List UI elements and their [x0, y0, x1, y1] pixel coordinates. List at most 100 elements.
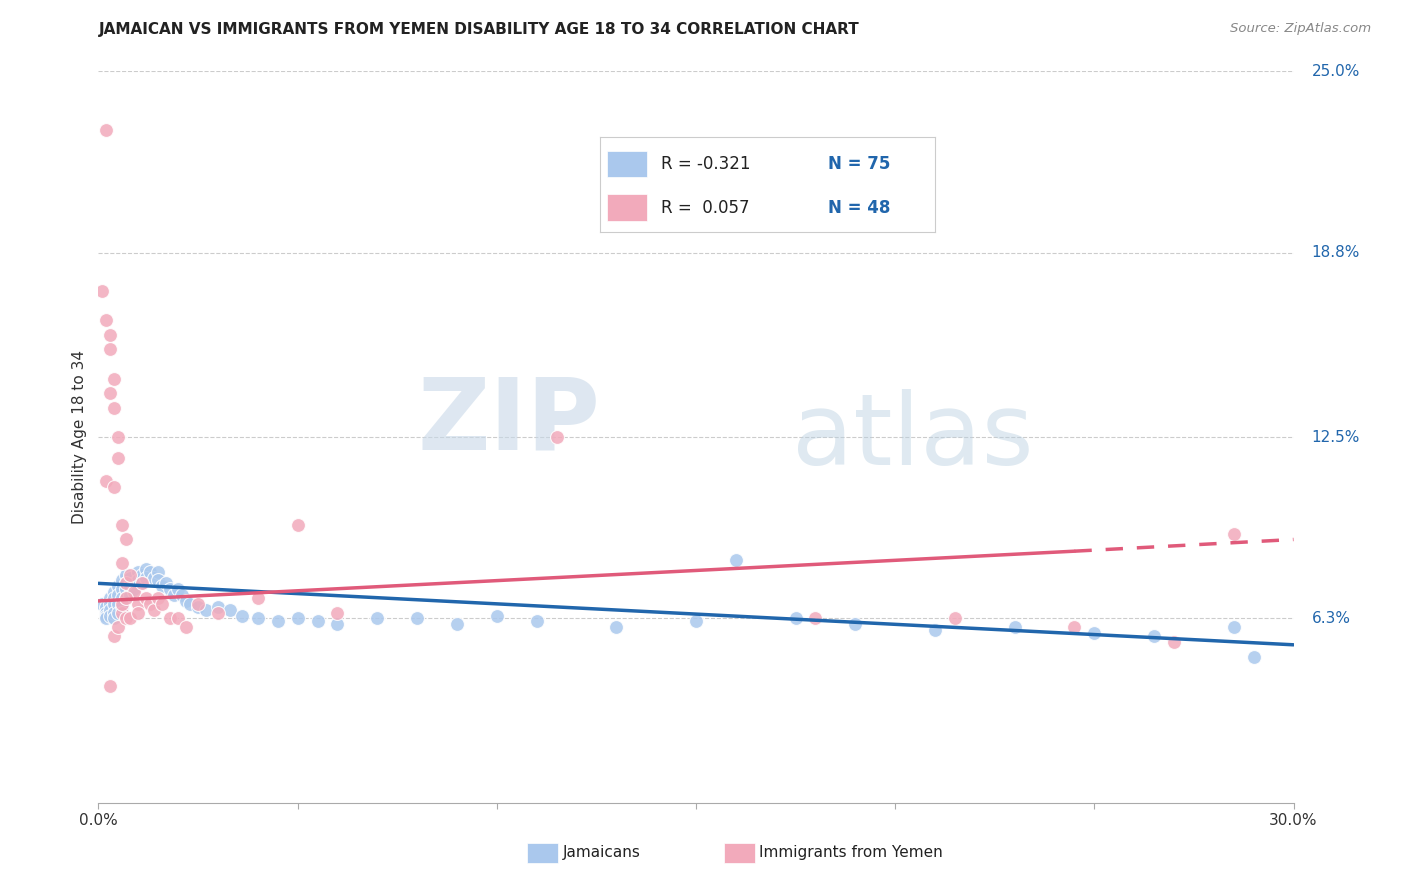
Text: JAMAICAN VS IMMIGRANTS FROM YEMEN DISABILITY AGE 18 TO 34 CORRELATION CHART: JAMAICAN VS IMMIGRANTS FROM YEMEN DISABI…	[98, 22, 859, 37]
Point	[115, 567, 138, 582]
Point	[148, 591, 170, 605]
Point	[127, 574, 149, 588]
Point	[98, 343, 122, 357]
Point	[103, 401, 125, 415]
Point	[91, 597, 114, 611]
Point	[96, 611, 118, 625]
Point	[187, 597, 209, 611]
Point	[326, 606, 349, 620]
Point	[98, 386, 122, 401]
Point	[143, 570, 166, 584]
Point	[246, 611, 269, 625]
Text: 18.8%: 18.8%	[1312, 245, 1360, 260]
Point	[115, 576, 138, 591]
Point	[96, 313, 118, 327]
Point	[150, 579, 173, 593]
Point	[1063, 620, 1085, 634]
Point	[139, 597, 162, 611]
Point	[1143, 629, 1166, 643]
Point	[207, 599, 229, 614]
Point	[120, 567, 142, 582]
Text: ZIP: ZIP	[418, 374, 600, 471]
Bar	[607, 194, 647, 221]
Point	[98, 597, 122, 611]
Point	[120, 579, 142, 593]
Point	[148, 574, 170, 588]
Point	[135, 570, 157, 584]
Point	[219, 603, 242, 617]
Point	[111, 591, 134, 605]
Y-axis label: Disability Age 18 to 34: Disability Age 18 to 34	[72, 350, 87, 524]
Point	[207, 606, 229, 620]
Bar	[607, 151, 647, 178]
Point	[103, 629, 125, 643]
Text: N = 48: N = 48	[828, 199, 890, 217]
Point	[287, 517, 309, 532]
Point	[120, 570, 142, 584]
Point	[135, 591, 157, 605]
Text: Source: ZipAtlas.com: Source: ZipAtlas.com	[1230, 22, 1371, 36]
Point	[98, 608, 122, 623]
Point	[127, 606, 149, 620]
Point	[406, 611, 429, 625]
Point	[139, 565, 162, 579]
Point	[103, 606, 125, 620]
Point	[124, 576, 146, 591]
Point	[131, 576, 153, 591]
Point	[115, 576, 138, 591]
Point	[685, 615, 707, 629]
Point	[103, 480, 125, 494]
Point	[148, 565, 170, 579]
Point	[107, 450, 129, 465]
Point	[167, 582, 190, 597]
Point	[1222, 620, 1246, 634]
Point	[91, 284, 114, 298]
Text: Immigrants from Yemen: Immigrants from Yemen	[759, 846, 943, 860]
Point	[785, 611, 807, 625]
Point	[1222, 526, 1246, 541]
Point	[187, 599, 209, 614]
Point	[159, 611, 181, 625]
Point	[1163, 635, 1185, 649]
Point	[366, 611, 388, 625]
Text: R =  0.057: R = 0.057	[661, 199, 749, 217]
Point	[96, 599, 118, 614]
Point	[804, 611, 827, 625]
Point	[103, 597, 125, 611]
Point	[98, 591, 122, 605]
Point	[115, 591, 138, 605]
Point	[326, 617, 349, 632]
Point	[98, 327, 122, 342]
Point	[96, 123, 118, 137]
Point	[107, 430, 129, 444]
Point	[103, 611, 125, 625]
Point	[605, 620, 627, 634]
Point	[844, 617, 866, 632]
Point	[526, 615, 548, 629]
Point	[194, 603, 218, 617]
Point	[546, 430, 568, 444]
Point	[111, 556, 134, 570]
Point	[115, 591, 138, 605]
Point	[150, 597, 173, 611]
Text: Jamaicans: Jamaicans	[562, 846, 640, 860]
Point	[96, 474, 118, 488]
Point	[127, 597, 149, 611]
Text: 6.3%: 6.3%	[1312, 611, 1350, 626]
Point	[120, 588, 142, 602]
Point	[174, 594, 197, 608]
Point	[115, 611, 138, 625]
Point	[127, 565, 149, 579]
Point	[120, 611, 142, 625]
Point	[155, 576, 177, 591]
Point	[111, 582, 134, 597]
Point	[124, 585, 146, 599]
Point	[174, 620, 197, 634]
Point	[98, 679, 122, 693]
Point	[111, 517, 134, 532]
Point	[159, 582, 181, 597]
Point	[98, 603, 122, 617]
Text: 12.5%: 12.5%	[1312, 430, 1360, 444]
Text: atlas: atlas	[792, 389, 1033, 485]
Point	[103, 591, 125, 605]
